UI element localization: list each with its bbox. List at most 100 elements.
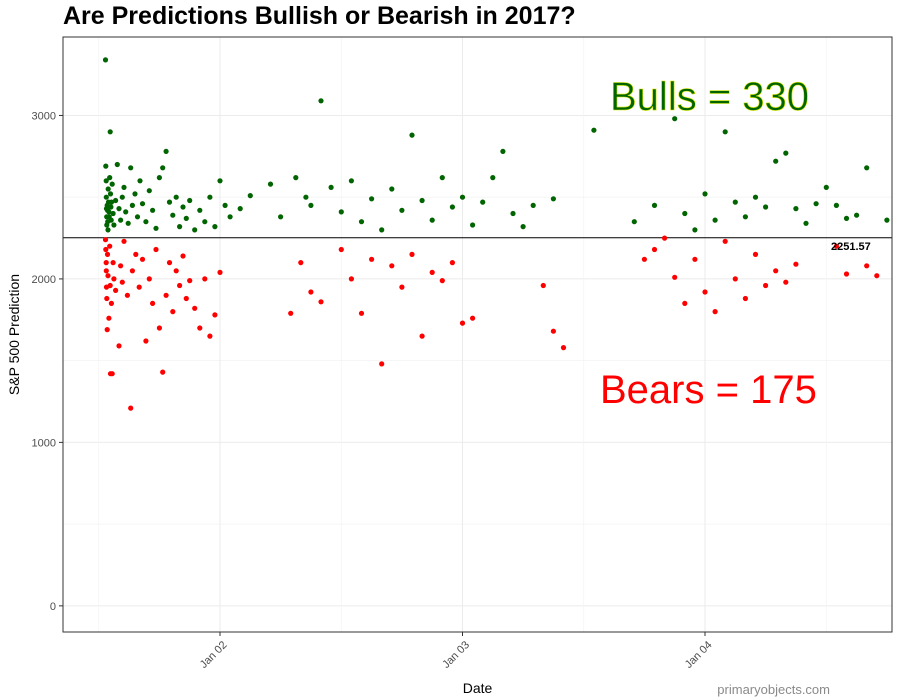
- point-bears: [106, 315, 112, 321]
- point-bulls: [170, 212, 176, 218]
- point-bulls: [369, 196, 375, 202]
- point-bears: [409, 251, 415, 257]
- point-bears: [183, 295, 189, 302]
- point-bulls: [702, 191, 708, 197]
- point-bears: [107, 243, 113, 249]
- point-bulls: [793, 206, 799, 212]
- point-bulls: [192, 227, 198, 233]
- point-bears: [560, 345, 567, 351]
- point-bulls: [293, 175, 299, 181]
- point-bulls: [197, 207, 203, 213]
- point-bulls: [207, 194, 213, 200]
- point-bulls: [105, 186, 111, 192]
- point-bears: [153, 246, 159, 253]
- point-bulls: [105, 227, 111, 233]
- point-bulls: [128, 165, 134, 171]
- point-bulls: [803, 220, 809, 226]
- point-bears: [459, 320, 466, 326]
- bears-count-annotation: Bears = 175: [600, 368, 817, 412]
- point-bears: [217, 269, 223, 275]
- point-bulls: [108, 199, 115, 205]
- point-bears: [641, 256, 648, 262]
- point-bears: [470, 315, 476, 321]
- point-bulls: [348, 178, 354, 184]
- point-bears: [682, 300, 688, 306]
- point-bears: [540, 282, 546, 289]
- point-bulls: [732, 199, 738, 205]
- x-axis-ticks: Jan 02 Jan 03 Jan 04: [198, 632, 715, 671]
- point-bulls: [107, 191, 114, 197]
- point-bears: [104, 327, 110, 333]
- point-bulls: [123, 209, 129, 215]
- point-bulls: [111, 222, 117, 228]
- point-bears: [399, 284, 405, 290]
- point-bulls: [530, 202, 536, 208]
- point-bulls: [118, 217, 124, 223]
- point-bulls: [490, 175, 496, 181]
- point-bulls: [156, 175, 162, 181]
- point-bulls: [110, 210, 116, 217]
- point-bears: [763, 282, 769, 289]
- point-bulls: [682, 210, 688, 217]
- y-tick-label: 1000: [32, 437, 56, 449]
- point-bears: [124, 292, 130, 298]
- point-bears: [338, 246, 344, 253]
- point-bulls: [480, 199, 486, 205]
- y-axis-label: S&P 500 Prediction: [6, 274, 22, 395]
- point-bears: [379, 361, 385, 367]
- x-tick-label: Jan 02: [198, 639, 230, 671]
- point-bears: [348, 276, 354, 282]
- point-bears: [180, 253, 186, 259]
- point-bulls: [763, 204, 769, 210]
- point-bulls: [692, 227, 698, 233]
- point-bears: [298, 260, 304, 266]
- point-bulls: [237, 206, 243, 212]
- point-bears: [369, 256, 375, 262]
- point-bears: [702, 289, 708, 295]
- y-axis-ticks: 0 1000 2000 3000: [32, 110, 63, 613]
- point-bulls: [107, 175, 113, 181]
- point-bears: [177, 282, 183, 289]
- point-bears: [742, 295, 749, 302]
- point-bears: [662, 235, 668, 241]
- point-bears: [110, 260, 116, 266]
- point-bulls: [752, 194, 759, 200]
- point-bulls: [227, 214, 233, 220]
- point-bears: [712, 309, 718, 315]
- point-bears: [874, 273, 880, 279]
- point-bulls: [358, 219, 365, 225]
- point-bears: [116, 343, 122, 349]
- point-bulls: [278, 214, 284, 220]
- point-bulls: [510, 210, 516, 217]
- point-bulls: [399, 207, 405, 213]
- chart-title: Are Predictions Bullish or Bearish in 20…: [63, 2, 576, 30]
- point-bulls: [119, 194, 125, 200]
- x-axis-label: Date: [463, 680, 493, 696]
- point-bulls: [591, 127, 597, 133]
- point-bears: [173, 268, 179, 274]
- point-bulls: [103, 163, 109, 169]
- point-bears: [651, 246, 658, 253]
- point-bulls: [328, 184, 334, 190]
- point-bulls: [823, 184, 829, 190]
- watermark: primaryobjects.com: [717, 682, 830, 697]
- series-bulls: [102, 57, 890, 233]
- point-bulls: [116, 206, 122, 212]
- point-bears: [419, 333, 425, 339]
- point-bulls: [267, 181, 274, 187]
- point-bulls: [854, 212, 860, 218]
- point-bears: [429, 269, 435, 275]
- point-bears: [119, 279, 125, 285]
- point-bulls: [187, 197, 193, 204]
- point-bears: [692, 256, 698, 262]
- point-bulls: [113, 197, 119, 204]
- point-bears: [143, 338, 149, 344]
- point-bears: [207, 333, 213, 339]
- point-bears: [773, 268, 779, 274]
- point-bears: [793, 261, 799, 267]
- point-bulls: [308, 202, 314, 208]
- point-bulls: [389, 186, 395, 192]
- point-bulls: [139, 201, 146, 207]
- point-bears: [439, 278, 445, 284]
- gridlines: [63, 37, 892, 632]
